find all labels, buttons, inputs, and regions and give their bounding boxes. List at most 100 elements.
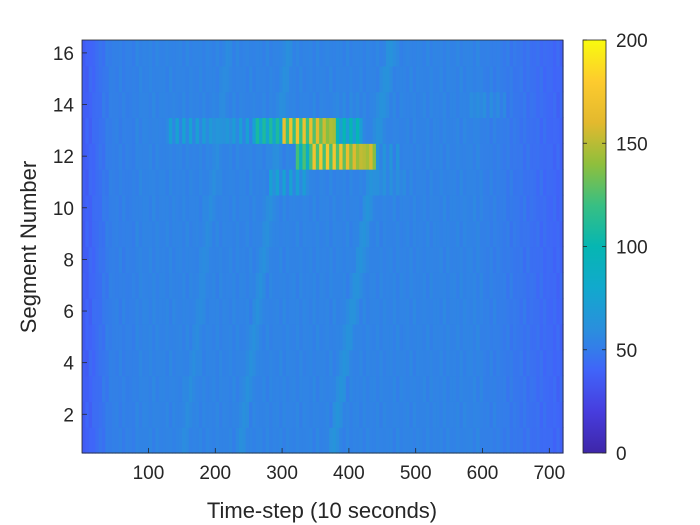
heatmap-cell bbox=[539, 65, 544, 93]
heatmap-cell bbox=[165, 117, 170, 144]
heatmap-cell bbox=[526, 65, 531, 93]
heatmap-cell bbox=[128, 323, 133, 351]
heatmap-cell bbox=[506, 349, 511, 377]
heatmap-cell bbox=[409, 349, 414, 377]
heatmap-cell bbox=[486, 117, 491, 144]
heatmap-cell bbox=[355, 246, 360, 273]
heatmap-cell bbox=[292, 323, 297, 351]
heatmap-cell bbox=[222, 143, 227, 170]
heatmap-cell bbox=[446, 323, 451, 351]
heatmap-cell bbox=[225, 65, 230, 93]
heatmap-cell bbox=[215, 272, 220, 299]
heatmap-cell bbox=[546, 169, 551, 196]
heatmap-cell bbox=[195, 65, 200, 93]
heatmap-cell bbox=[188, 375, 193, 402]
heatmap-cell bbox=[312, 298, 317, 325]
heatmap-cell bbox=[85, 246, 90, 273]
heatmap-cell bbox=[135, 169, 140, 196]
heatmap-cell bbox=[168, 220, 173, 248]
heatmap-cell bbox=[205, 117, 210, 144]
heatmap-cell bbox=[108, 220, 113, 248]
heatmap-cell bbox=[118, 220, 123, 248]
heatmap-cell bbox=[222, 401, 227, 428]
heatmap-cell bbox=[466, 246, 471, 273]
heatmap-cell bbox=[409, 272, 414, 299]
heatmap-cell bbox=[215, 246, 220, 273]
heatmap-cell bbox=[249, 91, 253, 119]
heatmap-cell bbox=[235, 40, 240, 67]
heatmap-cell bbox=[185, 375, 190, 402]
heatmap-cell bbox=[299, 375, 304, 402]
heatmap-cell bbox=[228, 427, 233, 454]
heatmap-cell bbox=[102, 375, 106, 402]
heatmap-cell bbox=[88, 298, 93, 325]
heatmap-cell bbox=[178, 194, 183, 222]
heatmap-cell bbox=[449, 65, 454, 93]
heatmap-cell bbox=[355, 298, 360, 325]
heatmap-cell bbox=[225, 272, 230, 299]
heatmap-cell bbox=[509, 91, 514, 119]
heatmap-cell bbox=[342, 298, 347, 325]
heatmap-cell bbox=[369, 91, 374, 119]
heatmap-cell bbox=[395, 169, 400, 196]
heatmap-cell bbox=[255, 220, 260, 248]
heatmap-cell bbox=[542, 298, 547, 325]
heatmap-cell bbox=[112, 323, 116, 351]
heatmap-cell bbox=[402, 349, 407, 377]
heatmap-cell bbox=[469, 401, 474, 428]
heatmap-cell bbox=[205, 323, 210, 351]
heatmap-cell bbox=[389, 349, 394, 377]
heatmap-cell bbox=[335, 246, 340, 273]
heatmap-cell bbox=[385, 323, 390, 351]
heatmap-cell bbox=[506, 143, 511, 170]
heatmap-cell bbox=[118, 323, 123, 351]
heatmap-cell bbox=[202, 272, 207, 299]
heatmap-cell bbox=[442, 40, 447, 67]
heatmap-cell bbox=[198, 298, 203, 325]
heatmap-cell bbox=[102, 169, 106, 196]
heatmap-cell bbox=[178, 349, 183, 377]
heatmap-cell bbox=[269, 323, 273, 351]
x-tick-label: 400 bbox=[333, 463, 365, 484]
heatmap-cell bbox=[105, 298, 110, 325]
heatmap-cell bbox=[536, 272, 541, 299]
heatmap-cell bbox=[128, 194, 133, 222]
heatmap-cell bbox=[198, 272, 203, 299]
heatmap-cell bbox=[375, 169, 380, 196]
heatmap-cell bbox=[155, 349, 160, 377]
heatmap-cell bbox=[172, 272, 177, 299]
heatmap-cell bbox=[309, 117, 314, 144]
heatmap-cell bbox=[476, 323, 481, 351]
heatmap-cell bbox=[486, 194, 491, 222]
heatmap-cell bbox=[222, 427, 227, 454]
heatmap-cell bbox=[135, 375, 140, 402]
colorbar-tick-label: 50 bbox=[616, 341, 637, 362]
heatmap-cell bbox=[205, 40, 210, 67]
x-tick-label: 100 bbox=[133, 463, 165, 484]
heatmap-cell bbox=[352, 65, 357, 93]
heatmap-cell bbox=[406, 194, 410, 222]
heatmap-cell bbox=[402, 194, 407, 222]
heatmap-cell bbox=[369, 401, 374, 428]
heatmap-cell bbox=[392, 65, 397, 93]
heatmap-cell bbox=[432, 65, 437, 93]
heatmap-cell bbox=[112, 65, 116, 93]
heatmap-cell bbox=[329, 349, 334, 377]
heatmap-cell bbox=[449, 194, 454, 222]
heatmap-cell bbox=[479, 246, 484, 273]
heatmap-cell bbox=[519, 65, 524, 93]
heatmap-cell bbox=[212, 246, 217, 273]
heatmap-cell bbox=[309, 246, 314, 273]
heatmap-cell bbox=[202, 246, 207, 273]
heatmap-cell bbox=[416, 272, 420, 299]
heatmap-cell bbox=[369, 272, 374, 299]
heatmap-cell bbox=[269, 194, 273, 222]
heatmap-cell bbox=[218, 427, 223, 454]
heatmap-cell bbox=[436, 401, 441, 428]
heatmap-cell bbox=[208, 375, 213, 402]
heatmap-cell bbox=[88, 194, 93, 222]
heatmap-cell bbox=[138, 349, 143, 377]
heatmap-cell bbox=[225, 323, 230, 351]
heatmap-cell bbox=[118, 401, 123, 428]
heatmap-cell bbox=[409, 169, 414, 196]
